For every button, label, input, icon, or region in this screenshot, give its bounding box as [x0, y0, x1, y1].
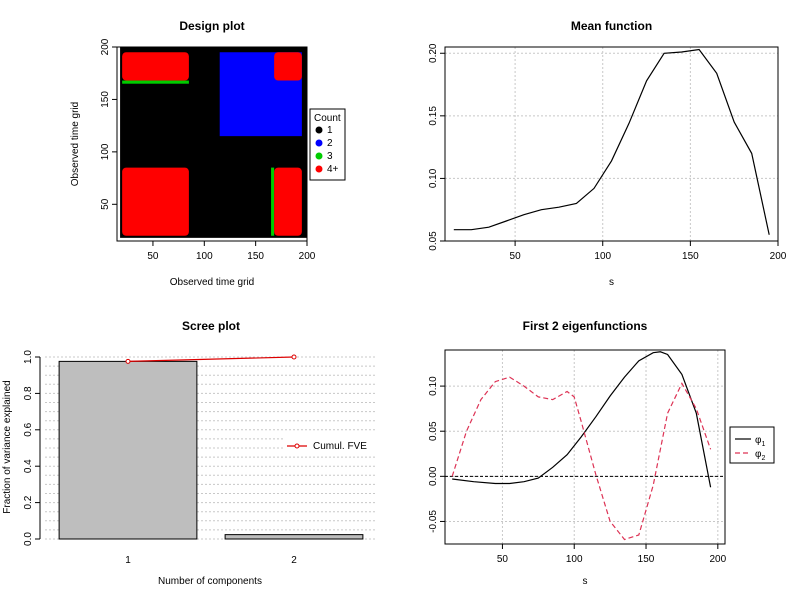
- x-axis-label: s: [609, 277, 614, 288]
- scree-bar: [224, 534, 364, 540]
- cumulative-fve-point: [125, 358, 131, 364]
- eigenfunction-2-line: [451, 376, 712, 541]
- y-tick-label: 0.8: [23, 386, 34, 400]
- x-tick-label: 50: [497, 554, 509, 565]
- y-tick-label: 0.0: [23, 532, 34, 546]
- design-region-4plus: [274, 52, 302, 81]
- design-region-3: [122, 80, 189, 84]
- legend-box: [729, 426, 775, 464]
- y-tick-label: 50: [100, 198, 111, 210]
- y-tick-label: 0.2: [23, 495, 34, 509]
- legend-label: φ1: [755, 435, 765, 448]
- y-tick-label: 0.15: [428, 106, 439, 126]
- y-tick-label: 0.20: [428, 43, 439, 63]
- legend-label: φ2: [755, 449, 765, 462]
- y-axis-label: Observed time grid: [70, 102, 81, 186]
- legend-label: 3: [327, 151, 333, 162]
- x-tick-label: 150: [247, 251, 264, 262]
- y-tick-label: 150: [100, 91, 111, 108]
- legend-box: [283, 436, 375, 456]
- cumulative-fve-line: [127, 356, 295, 362]
- y-tick-label: 100: [100, 143, 111, 160]
- plot-title: Mean function: [571, 19, 652, 33]
- x-tick-label: 50: [510, 251, 522, 262]
- x-tick-label: 50: [147, 251, 159, 262]
- y-tick-label: 0.05: [428, 421, 439, 441]
- x-axis-label: s: [583, 576, 588, 587]
- x-tick-label: 100: [566, 554, 583, 565]
- x-tick-label: 200: [709, 554, 726, 565]
- legend-title: Count: [314, 113, 341, 124]
- cumulative-fve-point: [291, 354, 297, 360]
- x-tick-label: 150: [638, 554, 655, 565]
- y-tick-label: 0.10: [428, 168, 439, 188]
- y-tick-label: 200: [100, 38, 111, 55]
- plot-title: First 2 eigenfunctions: [523, 319, 648, 333]
- legend-label: Cumul. FVE: [313, 441, 367, 452]
- x-tick-label: 1: [125, 555, 131, 566]
- y-tick-label: 0.6: [23, 422, 34, 436]
- plot-frame: [444, 46, 779, 242]
- design-region-3: [271, 167, 275, 236]
- legend-label-subscript: 1: [761, 441, 765, 448]
- legend-label: 2: [327, 138, 333, 149]
- plot-frame: [444, 349, 726, 545]
- y-axis-label: Fraction of variance explained: [2, 380, 13, 513]
- y-tick-label: 0.05: [428, 231, 439, 251]
- plot-frame: [116, 46, 308, 242]
- x-tick-label: 100: [594, 251, 611, 262]
- y-tick-label: 0.10: [428, 376, 439, 396]
- legend-swatch: [315, 152, 323, 160]
- y-tick-label: 0.4: [23, 459, 34, 473]
- x-tick-label: 200: [299, 251, 316, 262]
- legend-swatch: [315, 139, 323, 147]
- mean-function-line: [453, 48, 770, 235]
- plot-title: Design plot: [179, 19, 244, 33]
- legend-label: 4+: [327, 164, 339, 175]
- x-axis-label: Number of components: [158, 576, 262, 587]
- x-tick-label: 2: [291, 555, 297, 566]
- legend-swatch: [315, 165, 323, 173]
- x-tick-label: 200: [770, 251, 787, 262]
- x-tick-label: 100: [196, 251, 213, 262]
- y-tick-label: 1.0: [23, 350, 34, 364]
- design-region-4plus: [122, 167, 189, 236]
- legend-label-subscript: 2: [761, 455, 765, 462]
- eigenfunction-1-line: [452, 351, 712, 488]
- legend-swatch: [315, 126, 323, 134]
- scree-bar: [58, 360, 198, 540]
- legend-label: 1: [327, 125, 333, 136]
- x-tick-label: 150: [682, 251, 699, 262]
- design-region-4plus: [274, 167, 302, 236]
- x-axis-label: Observed time grid: [170, 277, 254, 288]
- design-region-4plus: [122, 52, 189, 81]
- legend-marker: [294, 443, 300, 449]
- plot-title: Scree plot: [182, 319, 240, 333]
- y-tick-label: 0.00: [428, 466, 439, 486]
- y-tick-label: -0.05: [428, 510, 439, 533]
